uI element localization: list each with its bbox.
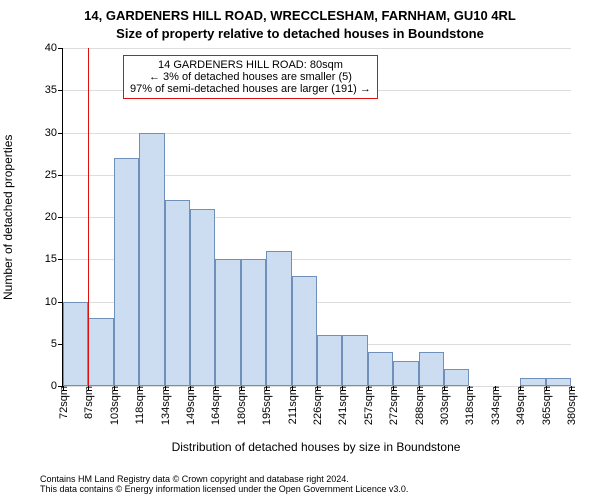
histogram-bar bbox=[63, 302, 88, 387]
xtick-label: 118sqm bbox=[132, 386, 146, 424]
xtick-label: 241sqm bbox=[335, 386, 349, 425]
histogram-bar bbox=[444, 369, 469, 386]
ytick-label: 25 bbox=[45, 169, 63, 181]
ytick-label: 35 bbox=[45, 84, 63, 96]
xtick-label: 380sqm bbox=[564, 386, 578, 425]
plot-area: 051015202530354072sqm87sqm103sqm118sqm13… bbox=[62, 48, 571, 387]
histogram-bar bbox=[393, 361, 418, 386]
xtick-label: 334sqm bbox=[488, 386, 502, 425]
ytick-label: 20 bbox=[45, 211, 63, 223]
legend-line: 97% of semi-detached houses are larger (… bbox=[130, 83, 371, 95]
chart-container: 14, GARDENERS HILL ROAD, WRECCLESHAM, FA… bbox=[0, 0, 600, 500]
histogram-bar bbox=[317, 335, 342, 386]
legend-line: ← 3% of detached houses are smaller (5) bbox=[130, 71, 371, 83]
histogram-bar bbox=[241, 259, 266, 386]
xtick-label: 149sqm bbox=[183, 386, 197, 425]
xtick-label: 87sqm bbox=[81, 386, 95, 419]
histogram-bar bbox=[165, 200, 190, 386]
footer-line: Contains HM Land Registry data © Crown c… bbox=[40, 474, 408, 484]
xtick-label: 288sqm bbox=[412, 386, 426, 425]
xtick-label: 272sqm bbox=[386, 386, 400, 425]
chart-title-line1: 14, GARDENERS HILL ROAD, WRECCLESHAM, FA… bbox=[0, 8, 600, 23]
xtick-label: 211sqm bbox=[285, 386, 299, 424]
ytick-label: 30 bbox=[45, 127, 63, 139]
x-axis-label: Distribution of detached houses by size … bbox=[62, 440, 570, 454]
histogram-bar bbox=[114, 158, 139, 386]
histogram-bar bbox=[368, 352, 393, 386]
histogram-bar bbox=[215, 259, 240, 386]
ytick-label: 40 bbox=[45, 42, 63, 54]
xtick-label: 303sqm bbox=[437, 386, 451, 425]
xtick-label: 72sqm bbox=[56, 386, 70, 419]
xtick-label: 349sqm bbox=[513, 386, 527, 425]
xtick-label: 318sqm bbox=[462, 386, 476, 425]
xtick-label: 180sqm bbox=[234, 386, 248, 425]
gridline bbox=[63, 48, 571, 49]
y-axis-label: Number of detached properties bbox=[1, 134, 15, 299]
histogram-bar bbox=[266, 251, 291, 386]
xtick-label: 257sqm bbox=[361, 386, 375, 425]
xtick-label: 103sqm bbox=[107, 386, 121, 425]
footer-attribution: Contains HM Land Registry data © Crown c… bbox=[40, 474, 408, 494]
footer-line: This data contains © Energy information … bbox=[40, 484, 408, 494]
legend-box: 14 GARDENERS HILL ROAD: 80sqm← 3% of det… bbox=[123, 55, 378, 99]
xtick-label: 164sqm bbox=[208, 386, 222, 425]
histogram-bar bbox=[190, 209, 215, 386]
reference-line bbox=[88, 48, 89, 386]
histogram-bar bbox=[139, 133, 164, 387]
ytick-label: 10 bbox=[45, 296, 63, 308]
xtick-label: 195sqm bbox=[259, 386, 273, 425]
xtick-label: 365sqm bbox=[539, 386, 553, 425]
histogram-bar bbox=[520, 378, 545, 386]
histogram-bar bbox=[292, 276, 317, 386]
histogram-bar bbox=[419, 352, 444, 386]
chart-title-line2: Size of property relative to detached ho… bbox=[0, 26, 600, 41]
ytick-label: 5 bbox=[51, 338, 63, 350]
ytick-label: 15 bbox=[45, 253, 63, 265]
xtick-label: 134sqm bbox=[158, 386, 172, 425]
legend-line: 14 GARDENERS HILL ROAD: 80sqm bbox=[130, 59, 371, 71]
xtick-label: 226sqm bbox=[310, 386, 324, 425]
histogram-bar bbox=[546, 378, 571, 386]
histogram-bar bbox=[342, 335, 367, 386]
histogram-bar bbox=[88, 318, 113, 386]
